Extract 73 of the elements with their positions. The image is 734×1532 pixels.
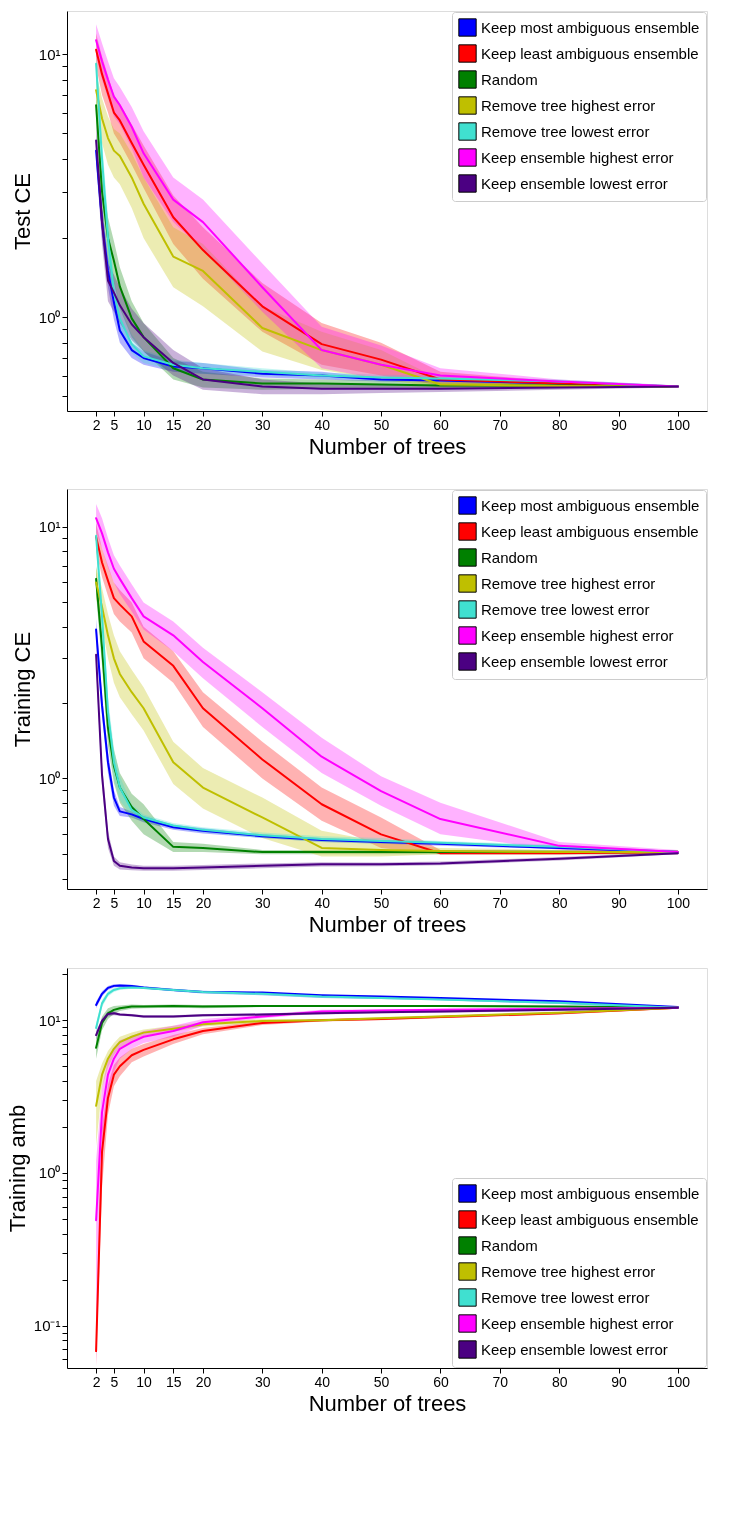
x-tick-label: 2	[92, 894, 101, 911]
x-tick-label: 70	[492, 416, 509, 433]
x-tick-label: 70	[492, 894, 509, 911]
x-tick-label: 20	[195, 416, 212, 433]
legend-label: Keep least ambiguous ensemble	[481, 522, 699, 540]
x-tick-label: 2	[92, 1373, 101, 1390]
x-tick-label: 2	[92, 416, 101, 433]
x-tick-label: 50	[373, 894, 390, 911]
x-tick-label: 60	[433, 416, 449, 433]
legend-label: Keep most ambiguous ensemble	[481, 1184, 700, 1202]
legend-label: Random	[481, 70, 538, 88]
x-tick-label: 10	[136, 416, 153, 433]
y-tick-label: 10⁰	[38, 769, 61, 787]
x-tick-label: 90	[611, 416, 628, 433]
y-tick-label: 10¹	[38, 518, 61, 536]
x-tick-label: 40	[314, 416, 331, 433]
x-tick-label: 30	[255, 1373, 271, 1390]
x-tick-label: 20	[195, 1373, 212, 1390]
x-tick-label: 50	[373, 1373, 390, 1390]
x-tick-label: 90	[611, 1373, 628, 1390]
legend-label: Keep most ambiguous ensemble	[481, 18, 700, 36]
x-tick-label: 5	[110, 1373, 119, 1390]
legend-label: Remove tree highest error	[481, 574, 656, 592]
y-axis-title: Training CE	[9, 631, 35, 748]
x-tick-label: 40	[314, 894, 331, 911]
x-tick-label: 15	[165, 416, 182, 433]
y-axis-title: Training amb	[4, 1104, 30, 1233]
x-tick-label: 60	[433, 894, 449, 911]
legend-label: Remove tree lowest error	[481, 122, 650, 140]
legend-label: Keep ensemble highest error	[481, 148, 674, 166]
legend-label: Keep ensemble highest error	[481, 626, 674, 644]
legend-label: Keep ensemble lowest error	[481, 1340, 668, 1358]
y-tick-label: 10⁰	[38, 308, 61, 326]
y-tick-label: 10¹	[38, 45, 61, 63]
x-tick-label: 10	[136, 894, 153, 911]
x-tick-label: 80	[551, 416, 568, 433]
legend-label: Keep ensemble highest error	[481, 1314, 674, 1332]
x-tick-label: 50	[373, 416, 390, 433]
x-tick-label: 100	[666, 416, 691, 433]
x-axis-title: Number of trees	[308, 433, 467, 459]
x-tick-label: 80	[551, 894, 568, 911]
x-tick-label: 5	[110, 416, 119, 433]
x-tick-label: 100	[666, 1373, 691, 1390]
legend-label: Keep least ambiguous ensemble	[481, 44, 699, 62]
x-tick-label: 15	[165, 894, 182, 911]
x-tick-label: 10	[136, 1373, 153, 1390]
x-tick-label: 80	[551, 1373, 568, 1390]
y-tick-label: 10¹	[38, 1011, 61, 1029]
x-tick-label: 5	[110, 894, 119, 911]
x-tick-label: 30	[255, 416, 271, 433]
legend-label: Random	[481, 1236, 538, 1254]
x-tick-label: 40	[314, 1373, 331, 1390]
x-axis-title: Number of trees	[308, 911, 467, 937]
y-tick-label: 10⁰	[38, 1164, 61, 1182]
y-axis-title: Test CE	[9, 172, 35, 251]
legend-label: Remove tree highest error	[481, 1262, 656, 1280]
x-tick-label: 60	[433, 1373, 449, 1390]
x-tick-label: 30	[255, 894, 271, 911]
legend-label: Keep most ambiguous ensemble	[481, 496, 700, 514]
legend-label: Keep ensemble lowest error	[481, 174, 668, 192]
legend-label: Keep least ambiguous ensemble	[481, 1210, 699, 1228]
x-axis-title: Number of trees	[308, 1390, 467, 1416]
x-tick-label: 15	[165, 1373, 182, 1390]
legend-label: Remove tree lowest error	[481, 1288, 650, 1306]
legend-label: Random	[481, 548, 538, 566]
y-tick-label: 10⁻¹	[33, 1317, 61, 1335]
x-tick-label: 70	[492, 1373, 509, 1390]
x-tick-label: 100	[666, 894, 691, 911]
x-tick-label: 90	[611, 894, 628, 911]
legend-label: Remove tree highest error	[481, 96, 656, 114]
x-tick-label: 20	[195, 894, 212, 911]
legend-label: Keep ensemble lowest error	[481, 652, 668, 670]
legend-label: Remove tree lowest error	[481, 600, 650, 618]
